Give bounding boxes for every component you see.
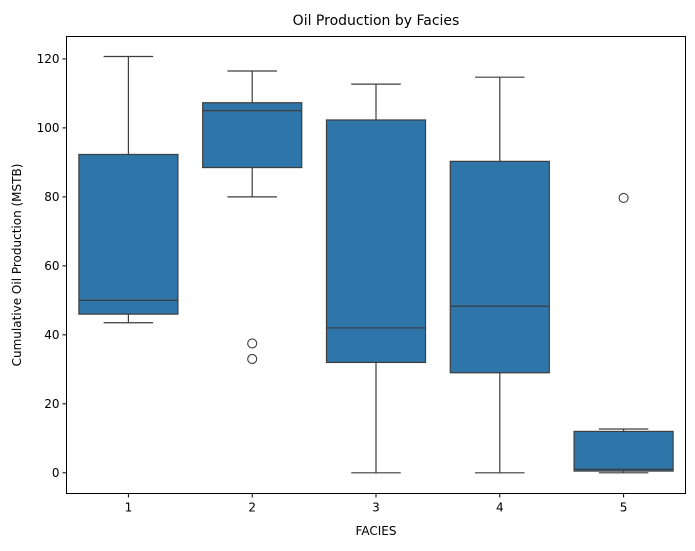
box-group-facies-4	[449, 76, 550, 474]
x-axis-label: FACIES	[356, 524, 397, 538]
x-tick-label: 5	[620, 501, 628, 515]
box	[325, 119, 427, 364]
y-tick-label: 40	[44, 328, 59, 342]
plot-area	[78, 55, 674, 474]
y-tick-label: 20	[44, 397, 59, 411]
outlier-point	[618, 192, 629, 203]
y-tick-label: 60	[44, 259, 59, 273]
box-group-facies-5	[573, 192, 674, 474]
x-tick-label: 3	[372, 501, 380, 515]
outlier-point	[247, 353, 258, 365]
x-tick-label: 2	[248, 501, 256, 515]
box-group-facies-2	[202, 70, 303, 365]
y-tick-label: 120	[37, 52, 60, 66]
y-axis-label: Cumulative Oil Production (MSTB)	[10, 164, 24, 367]
x-tick-label: 4	[496, 501, 504, 515]
x-tick-label: 1	[125, 501, 133, 515]
outlier-point	[247, 338, 258, 349]
box	[78, 153, 179, 315]
chart-title: Oil Production by Facies	[293, 13, 460, 29]
box-group-facies-1	[78, 55, 179, 324]
y-tick-label: 80	[44, 190, 59, 204]
box	[573, 430, 674, 472]
box	[449, 160, 550, 374]
y-axis: 0 20 40 60 80 100 120	[37, 52, 67, 480]
y-tick-label: 100	[37, 121, 60, 135]
box-group-facies-3	[325, 83, 427, 474]
box	[202, 102, 303, 169]
x-axis: 1 2 3 4 5	[125, 493, 628, 515]
y-tick-label: 0	[52, 466, 60, 480]
plot-frame	[66, 36, 686, 494]
